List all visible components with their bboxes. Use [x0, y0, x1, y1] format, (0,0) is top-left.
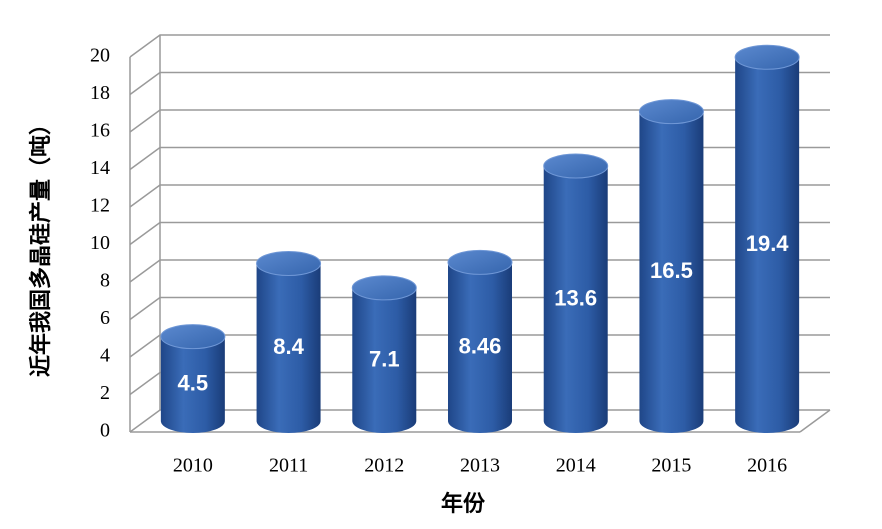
- bar-top: [447, 249, 513, 275]
- y-tick-label: 6: [100, 307, 110, 329]
- value-label: 4.5: [178, 371, 209, 396]
- y-tick-label: 10: [90, 232, 110, 254]
- y-tick-label: 20: [90, 45, 110, 67]
- x-tick-label: 2010: [173, 455, 213, 477]
- y-tick-label: 0: [100, 420, 110, 442]
- value-label: 8.4: [273, 334, 304, 359]
- value-label: 13.6: [554, 285, 597, 310]
- x-tick-label: 2014: [556, 455, 596, 477]
- y-tick-label: 14: [90, 157, 110, 179]
- floor-edge: [799, 409, 831, 433]
- x-axis-title: 年份: [441, 491, 486, 517]
- value-label: 7.1: [369, 346, 400, 371]
- bar-top: [734, 44, 800, 70]
- bar: [735, 57, 800, 434]
- bar-top: [638, 99, 704, 125]
- x-tick-label: 2013: [460, 455, 500, 477]
- bar-top: [543, 153, 609, 179]
- grid-line: [129, 221, 830, 246]
- y-axis-title: 近年我国多晶硅产量（吨）: [28, 113, 54, 377]
- y-tick-label: 12: [90, 195, 110, 217]
- bar-top: [160, 324, 226, 350]
- y-tick-label: 16: [90, 120, 110, 142]
- grid-line: [129, 184, 830, 208]
- y-tick-label: 18: [90, 82, 110, 104]
- grid-line: [129, 146, 830, 171]
- x-tick-label: 2016: [747, 455, 787, 477]
- grid-line: [129, 34, 830, 58]
- grid-line: [129, 109, 830, 133]
- value-label: 16.5: [650, 258, 693, 283]
- y-tick-label: 8: [100, 270, 110, 292]
- bar: [352, 287, 417, 434]
- x-tick-label: 2011: [269, 455, 308, 477]
- value-label: 8.46: [459, 334, 502, 359]
- x-tick-label: 2012: [364, 455, 404, 477]
- value-label: 19.4: [746, 231, 790, 256]
- grid-line: [129, 71, 830, 96]
- bar: [543, 166, 608, 434]
- x-tick-label: 2015: [651, 455, 691, 477]
- bar-top: [256, 251, 322, 276]
- bar-top: [351, 275, 417, 301]
- bars: 4.5 8.4 7.1 8.46 13.6 16.5 19.4: [160, 44, 800, 434]
- bar: [639, 111, 704, 434]
- y-tick-label: 2: [100, 382, 110, 404]
- bar: [160, 336, 225, 434]
- y-tick-label: 4: [100, 345, 110, 367]
- bar: [448, 262, 512, 433]
- bar: [256, 263, 321, 434]
